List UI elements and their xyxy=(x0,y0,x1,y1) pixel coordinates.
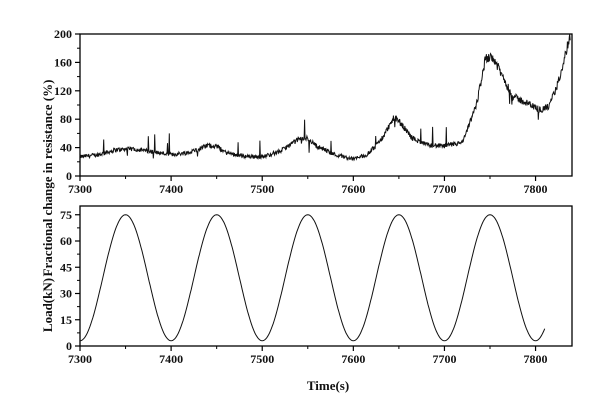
resistance-series-line xyxy=(79,33,571,162)
resistance-chart: 7300 7400 7500 7600 7700 7800 0 40 80 120 160 200 xyxy=(54,27,573,196)
plot-frame xyxy=(79,205,573,347)
x-tick-label: 7600 xyxy=(341,352,365,366)
y-axis-label-resistance: Fractional change in resistance (%) xyxy=(40,80,55,277)
load-series-line xyxy=(79,214,546,342)
x-tick-label: 7500 xyxy=(250,182,274,196)
x-tick-label: 7800 xyxy=(524,352,548,366)
y-tick-label: 0 xyxy=(66,339,72,353)
y-tick-label: 30 xyxy=(60,287,72,301)
y-tick-label: 80 xyxy=(60,112,72,126)
y-tick-label: 200 xyxy=(54,27,72,41)
y-tick-label: 120 xyxy=(54,84,72,98)
load-chart: 7300 7400 7500 7600 7700 7800 0 15 30 45 60 75 xyxy=(60,205,573,366)
y-tick-label: 60 xyxy=(60,234,72,248)
y-tick-label: 75 xyxy=(60,208,72,222)
y-tick-label: 40 xyxy=(60,141,72,155)
x-tick-label: 7300 xyxy=(68,182,92,196)
x-axis-label-time: Time(s) xyxy=(307,378,349,393)
y-tick-label: 15 xyxy=(60,313,72,327)
x-tick-label: 7400 xyxy=(159,182,183,196)
x-tick-label: 7800 xyxy=(524,182,548,196)
x-tick-label: 7600 xyxy=(341,182,365,196)
y-tick-label: 160 xyxy=(54,55,72,69)
x-tick-label: 7300 xyxy=(68,352,92,366)
x-tick-label: 7400 xyxy=(159,352,183,366)
x-tick-label: 7700 xyxy=(432,352,456,366)
x-tick-label: 7500 xyxy=(250,352,274,366)
x-tick-label: 7700 xyxy=(432,182,456,196)
y-tick-label: 0 xyxy=(66,169,72,183)
y-tick-label: 45 xyxy=(60,260,72,274)
y-axis-label-load: Load(kN) xyxy=(40,278,55,332)
